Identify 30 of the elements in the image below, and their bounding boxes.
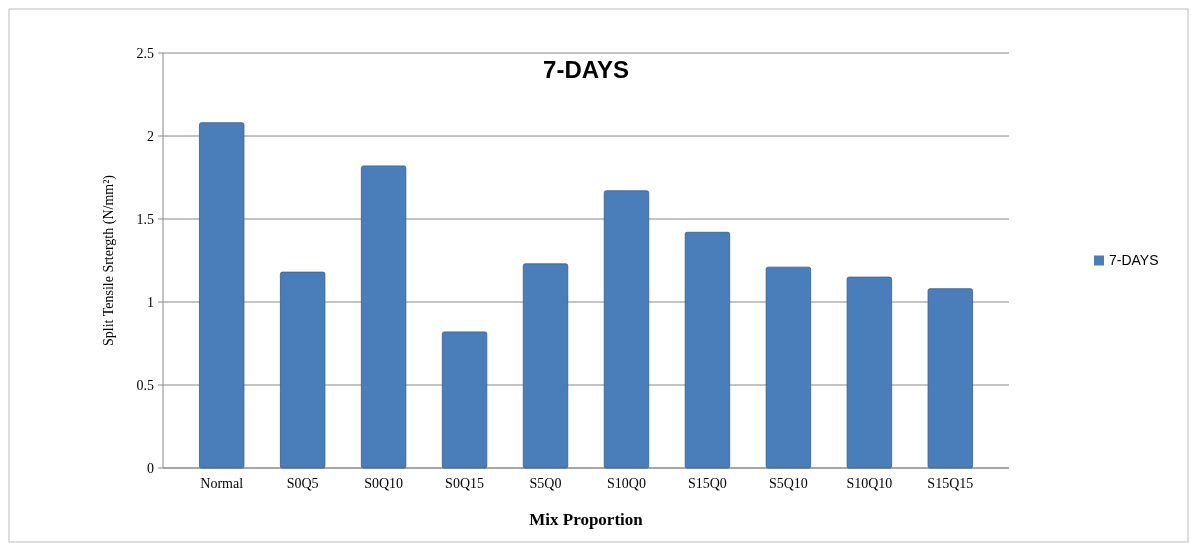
- y-tick-label: 2.5: [136, 45, 154, 61]
- bar: [927, 288, 973, 469]
- x-axis-title: Mix Proportion: [529, 510, 644, 529]
- x-tick-label: Normal: [200, 476, 244, 491]
- bar: [846, 276, 893, 469]
- x-tick-label: S0Q15: [445, 476, 485, 491]
- bar: [360, 165, 407, 469]
- x-tick-label: S0Q10: [364, 476, 404, 491]
- x-tick-label: S0Q5: [286, 476, 319, 491]
- x-tick-label: S10Q0: [607, 476, 646, 491]
- bar: [522, 263, 569, 469]
- bar: [441, 331, 488, 469]
- bar: [279, 271, 326, 469]
- x-tick-label: S5Q10: [768, 476, 808, 491]
- y-tick-label: 2: [147, 128, 154, 144]
- y-tick-label: 0.5: [136, 377, 154, 393]
- y-tick-label: 0: [147, 460, 154, 476]
- y-axis-title: Split Tensile Srtergth (N/mm²): [101, 174, 117, 347]
- bar: [684, 231, 731, 469]
- y-tick-label: 1.5: [136, 211, 154, 227]
- x-tick-label: S15Q0: [687, 476, 727, 491]
- chart-title: 7-DAYS: [543, 56, 629, 83]
- y-tick-label: 1: [147, 294, 154, 310]
- x-tick-label: S5Q0: [529, 476, 562, 491]
- bar: [765, 266, 812, 469]
- bar: [199, 122, 245, 469]
- x-tick-label: S10Q10: [846, 476, 893, 491]
- x-tick-label: S15Q15: [927, 476, 974, 491]
- bar: [603, 190, 650, 469]
- legend-label: 7-DAYS: [1109, 252, 1159, 269]
